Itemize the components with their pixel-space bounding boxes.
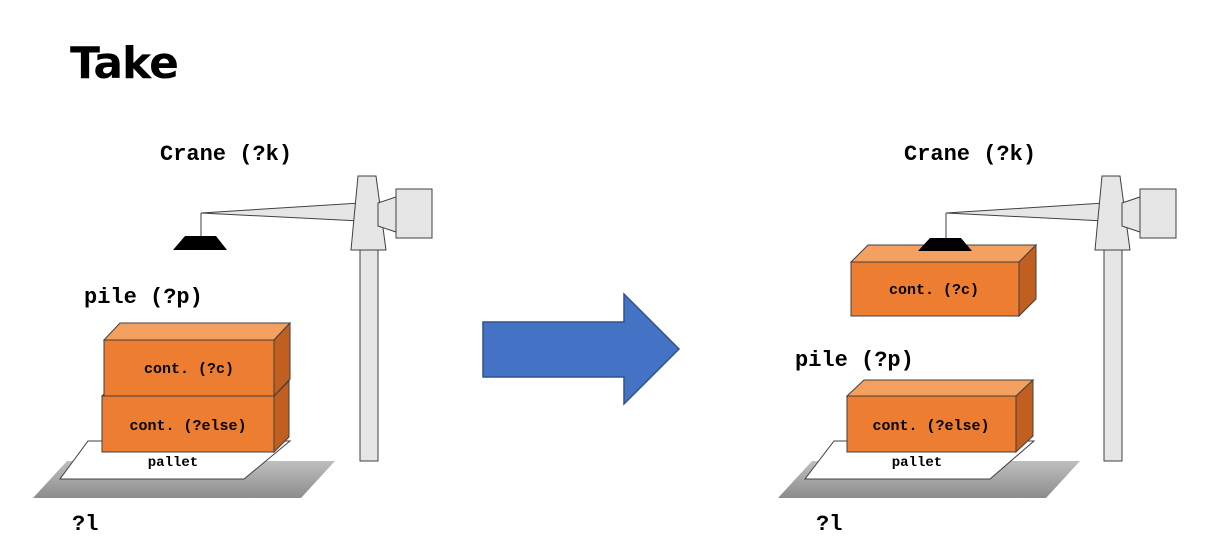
container-c-label: cont. (?c) [889, 282, 979, 299]
location-label: ?l [816, 512, 842, 537]
after-scene: pallet cont. (?else) pile (?p) ?l Crane … [778, 142, 1177, 537]
pallet-label: pallet [148, 455, 198, 471]
container-c-label: cont. (?c) [144, 361, 234, 378]
transition-arrow [482, 292, 681, 406]
location-label: ?l [72, 512, 98, 537]
container-c-held: cont. (?c) [849, 243, 1038, 318]
container-else: cont. (?else) [845, 378, 1035, 454]
crane-label: Crane (?k) [904, 142, 1036, 167]
pallet-label: pallet [892, 455, 942, 471]
crane [173, 175, 433, 462]
container-c: cont. (?c) [102, 321, 292, 398]
pile-label: pile (?p) [84, 285, 203, 310]
pile-label: pile (?p) [795, 348, 914, 373]
crane-hook [918, 238, 972, 251]
before-scene: pallet cont. (?else) cont. (?c) pile (?p… [33, 142, 433, 537]
container-else-label: cont. (?else) [872, 418, 989, 435]
crane-hook [173, 236, 227, 250]
container-else-label: cont. (?else) [129, 418, 246, 435]
crane [945, 175, 1177, 462]
diagram-title: Take [70, 38, 178, 89]
crane-label: Crane (?k) [160, 142, 292, 167]
